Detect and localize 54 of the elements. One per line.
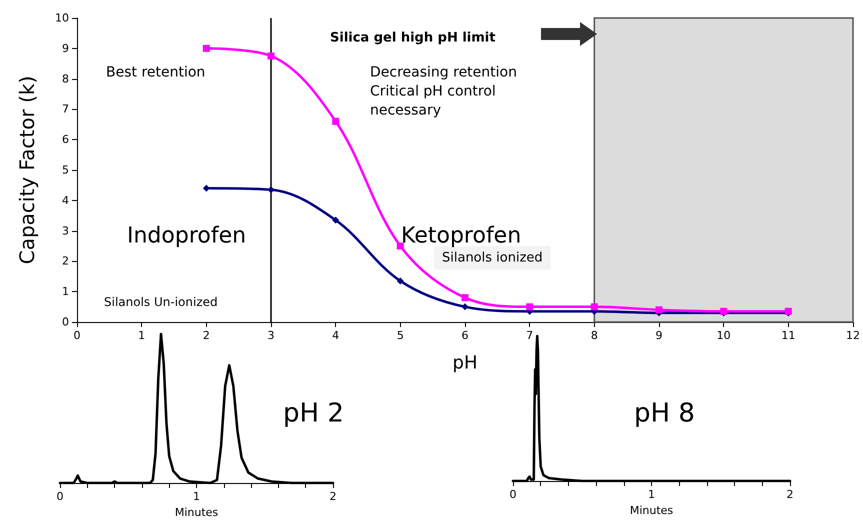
point <box>396 277 404 284</box>
annotation: Silanols ionized <box>442 250 543 266</box>
x-tick-label: 0 <box>74 329 80 342</box>
x-axis-title: pH <box>452 352 478 374</box>
y-tick-label: 6 <box>62 133 69 146</box>
x-tick-label: 6 <box>462 329 468 342</box>
x-tick-label: 1 <box>648 488 655 501</box>
series-label: Ketoprofen <box>401 224 522 248</box>
y-tick-label: 4 <box>62 194 69 207</box>
annotation: pH 2 <box>283 398 344 429</box>
y-tick-label: 1 <box>62 285 69 298</box>
point <box>332 216 340 224</box>
x-tick-label: 2 <box>330 490 336 503</box>
x-tick-label: 7 <box>526 329 534 342</box>
point <box>268 186 274 194</box>
x-axis-title: Minutes <box>630 504 674 517</box>
x-tick-label: 10 <box>716 329 731 342</box>
y-axis-title: Capacity Factor (k) <box>15 76 39 264</box>
annotation: Decreasing retention Critical pH control necessary <box>370 64 517 118</box>
annotation: Silanols Un-ionized <box>104 295 218 310</box>
point <box>332 118 340 125</box>
x-tick-label: 0 <box>510 488 516 501</box>
y-tick-label: 8 <box>62 72 69 86</box>
y-tick-label: 5 <box>62 164 69 176</box>
annotation: Best retention <box>106 64 206 80</box>
x-tick-label: 11 <box>781 329 796 342</box>
x-tick-label: 1 <box>138 329 146 342</box>
x-tick-label: 8 <box>590 329 598 342</box>
point <box>526 303 534 310</box>
point <box>202 44 210 52</box>
point <box>268 52 274 60</box>
x-tick-label: 2 <box>202 329 210 342</box>
y-tick-label: 3 <box>62 224 69 238</box>
x-tick-label: 1 <box>193 490 200 503</box>
annotation: Silica gel high pH limit <box>330 30 496 46</box>
x-tick-label: 3 <box>268 329 274 342</box>
y-tick-label: 7 <box>62 102 69 116</box>
y-tick-label: 10 <box>55 12 69 24</box>
x-tick-label: 2 <box>786 488 794 501</box>
x-tick-label: 9 <box>656 329 662 342</box>
annotation: pH 8 <box>634 398 695 429</box>
point <box>462 303 468 310</box>
y-tick-label: 9 <box>62 42 69 55</box>
point <box>590 303 598 310</box>
point <box>656 306 662 314</box>
y-tick-label: 0 <box>62 316 69 328</box>
series-label: Indoprofen <box>127 224 246 248</box>
y-tick-label: 2 <box>62 254 69 268</box>
x-tick-label: 5 <box>396 329 404 342</box>
x-axis-title: Minutes <box>174 506 218 519</box>
point <box>396 242 404 250</box>
x-tick-label: 4 <box>332 329 340 342</box>
x-tick-label: 12 <box>846 329 860 342</box>
point <box>462 294 468 302</box>
